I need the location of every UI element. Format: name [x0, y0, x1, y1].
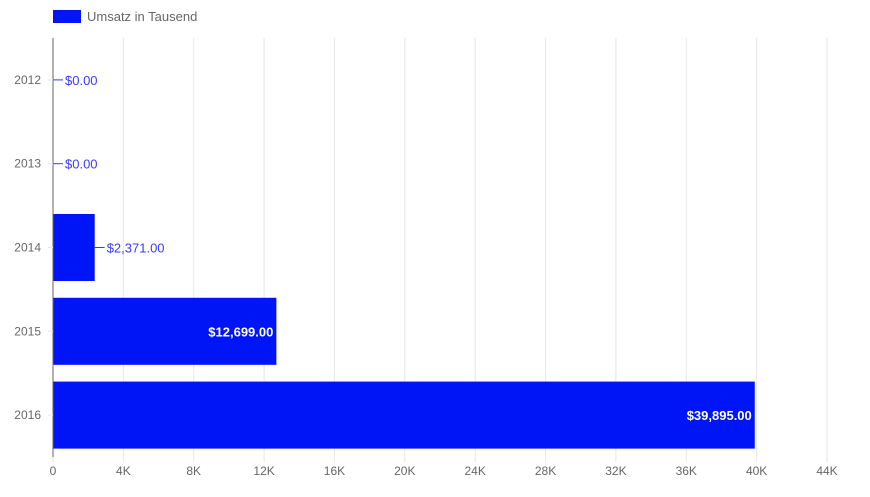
- data-label: $0.00: [65, 73, 98, 88]
- y-tick-label: 2016: [14, 408, 41, 422]
- x-tick-label: 40K: [746, 464, 767, 478]
- x-tick-label: 4K: [116, 464, 131, 478]
- data-label: $2,371.00: [107, 241, 165, 256]
- bars: [53, 213, 755, 449]
- data-label: $12,699.00: [208, 324, 273, 339]
- x-tick-label: 44K: [816, 464, 837, 478]
- x-tick-label: 20K: [394, 464, 415, 478]
- legend-swatch: [53, 10, 81, 23]
- grid-lines: [122, 38, 828, 457]
- bar[interactable]: [53, 297, 277, 365]
- y-tick-label: 2014: [14, 241, 41, 255]
- x-tick-label: 8K: [186, 464, 201, 478]
- bar[interactable]: [53, 213, 95, 282]
- x-tick-label: 32K: [605, 464, 626, 478]
- x-tick-label: 16K: [324, 464, 345, 478]
- legend-label: Umsatz in Tausend: [87, 9, 197, 24]
- data-label: $39,895.00: [687, 408, 752, 423]
- y-tick-label: 2013: [14, 157, 41, 171]
- data-labels: $0.00 $0.00 $2,371.00 $12,699.00 $39,895.00: [53, 73, 752, 423]
- y-tick-label: 2012: [14, 73, 41, 87]
- axes: 0 4K 8K 12K 16K 20K 24K 28K 32K 36K 40K 44K 2012 2013…: [14, 38, 838, 478]
- data-label: $0.00: [65, 157, 98, 172]
- y-tick-label: 2015: [14, 324, 41, 338]
- bar[interactable]: [53, 381, 755, 449]
- x-tick-label: 0: [50, 464, 57, 478]
- x-tick-label: 36K: [676, 464, 697, 478]
- legend[interactable]: Umsatz in Tausend: [53, 9, 197, 24]
- x-tick-label: 28K: [535, 464, 556, 478]
- x-tick-label: 24K: [465, 464, 486, 478]
- x-tick-label: 12K: [253, 464, 274, 478]
